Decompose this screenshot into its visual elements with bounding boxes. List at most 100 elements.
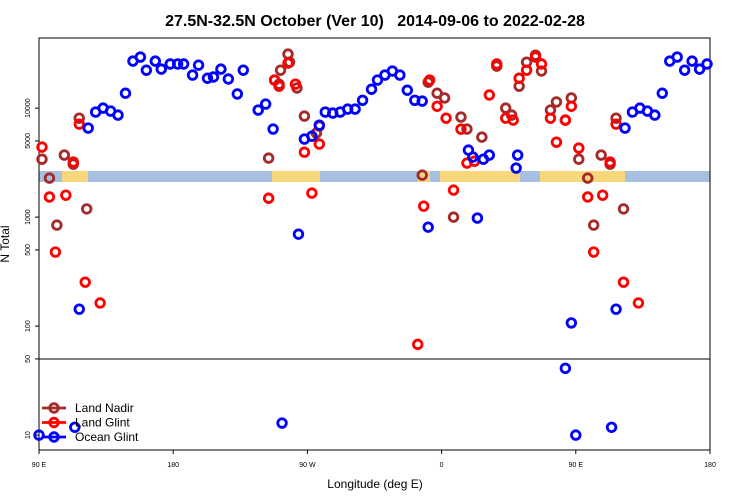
data-point bbox=[155, 63, 167, 75]
data-point bbox=[201, 72, 214, 84]
data-point bbox=[43, 172, 56, 184]
data-point bbox=[186, 69, 199, 81]
data-point bbox=[207, 71, 220, 83]
y-tick-label: 5000 bbox=[25, 133, 32, 149]
y-tick-label: 500 bbox=[25, 244, 32, 256]
data-point bbox=[422, 221, 434, 233]
data-point bbox=[513, 72, 525, 84]
y-tick-label: 10 bbox=[25, 431, 32, 439]
data-point bbox=[455, 111, 467, 123]
data-point bbox=[483, 89, 496, 101]
data-point bbox=[617, 276, 630, 288]
data-point bbox=[617, 203, 630, 215]
data-point bbox=[686, 55, 698, 67]
data-point bbox=[36, 153, 48, 165]
data-point bbox=[678, 64, 691, 76]
data-point bbox=[438, 92, 451, 104]
data-point bbox=[529, 51, 542, 63]
data-point bbox=[455, 123, 467, 135]
data-point bbox=[231, 88, 244, 100]
data-point bbox=[701, 58, 713, 70]
data-point bbox=[461, 123, 473, 135]
y-tick-label: 100 bbox=[25, 320, 32, 332]
data-point bbox=[73, 112, 85, 124]
y-axis-label: N Total bbox=[0, 225, 12, 262]
data-point bbox=[394, 69, 406, 81]
data-point bbox=[112, 109, 124, 121]
legend-marker bbox=[48, 416, 60, 429]
legend-label: Ocean Glint bbox=[75, 430, 139, 444]
land-strip bbox=[62, 171, 88, 182]
data-point bbox=[215, 63, 227, 75]
data-point bbox=[276, 417, 288, 429]
x-tick-label: 180 bbox=[167, 462, 179, 469]
data-point bbox=[418, 200, 430, 212]
data-point bbox=[192, 59, 205, 71]
data-point bbox=[259, 98, 272, 110]
land-strip bbox=[440, 171, 520, 182]
data-point bbox=[274, 64, 287, 76]
data-point bbox=[619, 122, 631, 134]
legend-marker bbox=[48, 431, 60, 443]
data-point bbox=[43, 191, 56, 203]
data-point bbox=[447, 211, 460, 223]
data-point bbox=[582, 191, 594, 203]
data-point bbox=[33, 429, 45, 441]
data-point bbox=[73, 118, 85, 130]
y-tick-label: 1000 bbox=[25, 209, 32, 225]
data-point bbox=[447, 184, 460, 196]
map-band bbox=[39, 171, 710, 182]
data-point bbox=[79, 276, 91, 288]
data-point bbox=[520, 64, 533, 76]
data-point bbox=[471, 212, 484, 224]
data-point bbox=[511, 149, 524, 161]
data-point bbox=[267, 123, 279, 135]
data-point bbox=[649, 109, 661, 121]
data-point bbox=[58, 149, 71, 161]
data-point bbox=[36, 141, 48, 153]
data-point bbox=[570, 429, 582, 441]
data-point bbox=[356, 94, 369, 106]
data-point bbox=[632, 297, 645, 309]
data-point bbox=[559, 114, 572, 126]
data-point bbox=[82, 122, 94, 134]
data-point bbox=[510, 162, 522, 174]
data-point bbox=[237, 64, 249, 76]
data-point bbox=[610, 303, 622, 315]
data-point bbox=[587, 246, 600, 258]
data-point bbox=[476, 131, 488, 143]
x-axis-label: Longitude (deg E) bbox=[327, 477, 422, 491]
chart-title: 27.5N-32.5N October (Ver 10) 2014-09-06 … bbox=[165, 13, 585, 30]
data-point bbox=[582, 172, 594, 184]
data-point bbox=[94, 297, 106, 309]
land-strip bbox=[272, 171, 320, 182]
data-point bbox=[610, 112, 622, 124]
data-point bbox=[550, 96, 563, 108]
data-point bbox=[60, 189, 72, 201]
ocean-strip bbox=[39, 171, 710, 182]
data-point bbox=[467, 151, 479, 163]
data-point bbox=[491, 58, 503, 70]
data-point bbox=[313, 119, 326, 131]
y-tick-label: 50 bbox=[25, 355, 32, 363]
data-point bbox=[550, 136, 563, 148]
data-point bbox=[416, 95, 428, 107]
data-point bbox=[573, 153, 585, 165]
data-point bbox=[81, 203, 93, 215]
data-point bbox=[440, 112, 452, 124]
data-point bbox=[306, 187, 318, 199]
data-point bbox=[262, 152, 275, 164]
data-point bbox=[604, 156, 616, 168]
data-point bbox=[262, 192, 275, 204]
data-point bbox=[587, 219, 600, 231]
data-point bbox=[483, 149, 496, 161]
data-point bbox=[656, 87, 668, 99]
data-point bbox=[595, 149, 607, 161]
data-point bbox=[289, 78, 302, 90]
data-point bbox=[605, 421, 618, 433]
data-point bbox=[140, 64, 153, 76]
data-point bbox=[431, 100, 443, 112]
data-point bbox=[565, 100, 578, 112]
data-point bbox=[507, 114, 519, 126]
